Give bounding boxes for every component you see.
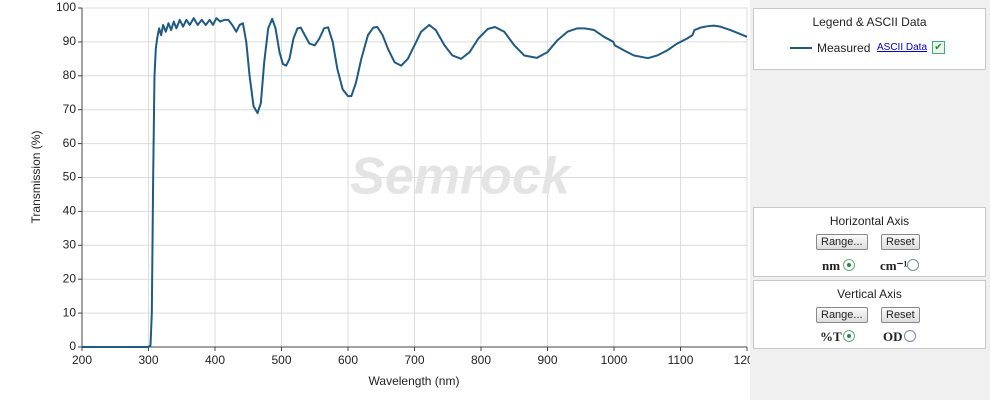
option-label: cm⁻¹ [880, 258, 908, 273]
x-tick-label: 1000 [601, 353, 628, 367]
x-tick-label: 300 [138, 353, 158, 367]
y-tick-label: 30 [63, 237, 77, 251]
reset-button[interactable]: Reset [881, 234, 920, 250]
y-tick-label: 0 [69, 339, 76, 353]
radio[interactable] [843, 259, 855, 271]
y-tick-label: 100 [56, 0, 76, 14]
y-tick-label: 10 [63, 305, 77, 319]
watermark: Semrock [350, 148, 573, 206]
y-tick-label: 80 [63, 68, 77, 82]
range-button[interactable]: Range... [816, 307, 868, 323]
x-tick-label: 400 [205, 353, 225, 367]
x-tick-label: 900 [537, 353, 557, 367]
x-tick-label: 1200 [734, 353, 750, 367]
x-tick-label: 1100 [668, 353, 694, 367]
x-tick-label: 600 [338, 353, 358, 367]
legend-entry: Measured [817, 41, 871, 55]
chart: Wavelength (nm) Transmission (%) 0 10 20 30… [29, 0, 750, 388]
vertical-axis-panel: Vertical Axis Range... Reset %T OD [753, 280, 986, 349]
y-tick-label: 40 [63, 204, 77, 218]
legend-swatch [790, 47, 812, 49]
range-button[interactable]: Range... [816, 234, 868, 250]
y-tick-label: 70 [63, 102, 77, 116]
option-label: %T [820, 329, 842, 344]
x-tick-label: 200 [72, 353, 92, 367]
radio[interactable] [843, 330, 855, 342]
panel-title: Legend & ASCII Data [812, 15, 927, 29]
x-axis-label: Wavelength (nm) [369, 374, 460, 388]
option-label: nm [822, 258, 841, 273]
panel-title: Vertical Axis [837, 287, 902, 301]
reset-button[interactable]: Reset [881, 307, 920, 323]
y-tick-label: 20 [63, 271, 77, 285]
ascii-link[interactable]: ASCII Data [877, 42, 928, 53]
checkbox[interactable]: ✔ [932, 41, 945, 54]
panel-title: Horizontal Axis [829, 214, 910, 228]
x-tick-label: 500 [271, 353, 291, 367]
legend-panel: Legend & ASCII Data Measured ASCII Data … [753, 8, 986, 70]
y-axis-label: Transmission (%) [29, 131, 43, 224]
radio[interactable] [904, 330, 916, 342]
data-line [82, 17, 748, 348]
x-tick-label: 800 [471, 353, 491, 367]
y-tick-label: 60 [63, 136, 77, 150]
horizontal-axis-panel: Horizontal Axis Range... Reset nm cm⁻¹ [753, 207, 986, 277]
x-tick-label: 700 [404, 353, 424, 367]
y-tick-label: 90 [63, 34, 77, 48]
y-tick-label: 50 [63, 170, 77, 184]
option-label: OD [883, 329, 903, 344]
radio[interactable] [907, 259, 919, 271]
